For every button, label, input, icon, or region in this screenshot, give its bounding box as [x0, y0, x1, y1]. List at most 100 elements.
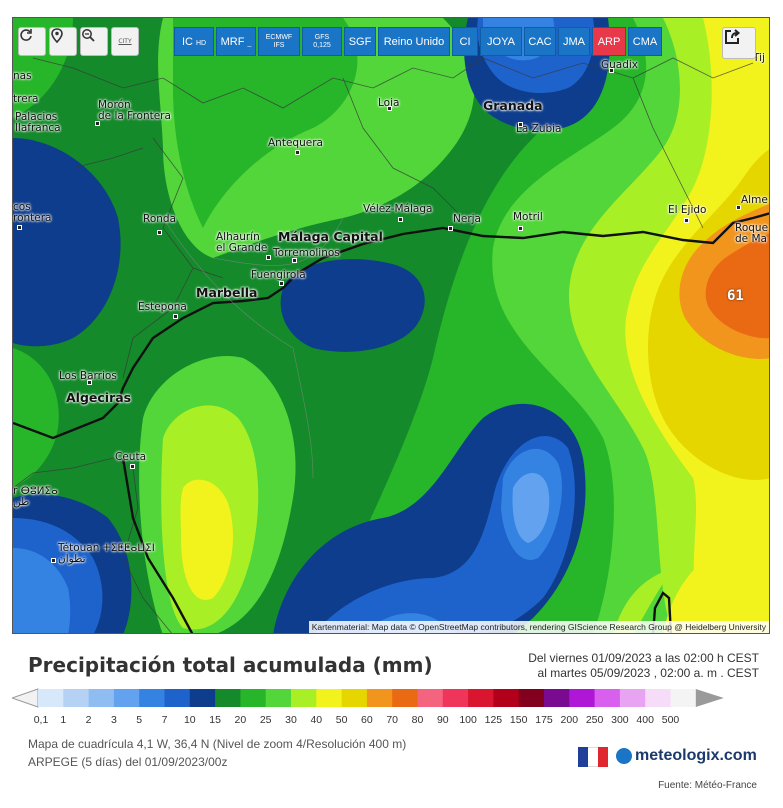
city-label: Nerja	[453, 213, 481, 225]
city-label: Tij	[753, 52, 765, 64]
scale-swatch	[139, 689, 165, 707]
scale-label: 90	[436, 714, 449, 726]
model-button-jma[interactable]: JMA	[558, 27, 590, 56]
scale-label: 7	[161, 714, 168, 726]
refresh-icon	[20, 29, 32, 41]
scale-label: 1	[60, 714, 67, 726]
city-label: Málaga Capital	[278, 229, 383, 244]
city-marker	[157, 230, 162, 235]
scale-swatch	[442, 689, 469, 707]
model-button-joya[interactable]: JOYA	[480, 27, 522, 56]
city-label: Alhaurín el Grande	[216, 231, 268, 254]
scale-label: 3	[110, 714, 117, 726]
scale-swatch	[291, 689, 317, 707]
city-marker	[17, 225, 22, 230]
city-label: cos rontera	[13, 201, 52, 224]
city-label: trera	[13, 93, 39, 105]
city-label: Loja	[378, 97, 400, 109]
scale-swatch	[215, 689, 241, 707]
city-marker	[130, 464, 135, 469]
scale-swatch	[518, 689, 545, 707]
city-marker	[87, 380, 92, 385]
city-marker	[448, 226, 453, 231]
scale-label: 200	[560, 714, 579, 726]
scale-label: 125	[484, 714, 503, 726]
city-label: Vélez-Málaga	[363, 203, 433, 215]
model-button-mrf[interactable]: MRF _	[216, 27, 256, 56]
city-label: Antequera	[268, 137, 323, 149]
scale-label: 15	[209, 714, 221, 726]
meteologix-logo-icon	[616, 748, 632, 764]
city-label: Torremolinos	[273, 247, 340, 259]
model-button-arp[interactable]: ARP	[592, 27, 626, 56]
city-label: r ⴱⵓⵍⵉⴰ طن	[13, 485, 58, 508]
map-toolbar: CITY IC HD MRF _ ECMWF IFS GFS 0,125 SGF Reino Un…	[13, 23, 769, 59]
city-marker	[387, 106, 392, 111]
city-label: Ronda	[143, 213, 177, 225]
city-label: Los Barrios	[59, 370, 117, 382]
city-label: Alme	[741, 194, 768, 206]
scale-swatch	[88, 689, 115, 707]
city-marker	[518, 122, 523, 127]
map-value-label: 61	[727, 288, 744, 304]
model-button-ic[interactable]: IC HD	[174, 27, 214, 56]
city-label: Marbella	[196, 285, 258, 300]
scale-label: 500	[661, 714, 680, 726]
city-toggle-button[interactable]: CITY	[111, 27, 139, 56]
precipitation-map[interactable]: Guadix Loja Granada La Zubia Morón de la Fro…	[12, 17, 770, 634]
scale-swatch	[240, 689, 267, 707]
scale-swatch	[113, 689, 140, 707]
city-marker	[279, 281, 284, 286]
scale-swatch	[38, 689, 64, 707]
city-icon: CITY	[118, 38, 132, 45]
legend-title: Precipitación total acumulada (mm)	[28, 653, 433, 677]
share-button[interactable]	[722, 27, 756, 59]
model-button-ci[interactable]: CI	[452, 27, 478, 56]
model-button-sgf[interactable]: SGF	[344, 27, 376, 56]
scale-swatch	[544, 689, 570, 707]
scale-swatch	[468, 689, 494, 707]
city-label: El Ejido	[668, 204, 707, 216]
scale-swatch	[341, 689, 368, 707]
refresh-button[interactable]	[18, 27, 46, 56]
model-button-ecmwf[interactable]: ECMWF IFS	[258, 27, 300, 56]
zoom-out-button[interactable]	[80, 27, 108, 56]
city-marker	[518, 226, 523, 231]
model-button-reino-unido[interactable]: Reino Unido	[378, 27, 450, 56]
location-pin-icon	[51, 28, 63, 44]
source-label: Fuente: Météo-France	[658, 780, 757, 791]
map-attribution[interactable]: Kartenmaterial: Map data © OpenStreetMap…	[308, 621, 769, 633]
city-label: Fuengirola	[251, 269, 306, 281]
city-label: Motril	[513, 211, 543, 223]
city-label: Ceuta	[115, 451, 146, 463]
scale-label: 400	[636, 714, 654, 726]
model-button-gfs[interactable]: GFS 0,125	[302, 27, 342, 56]
scale-swatch	[670, 689, 697, 707]
model-button-cac[interactable]: CAC	[524, 27, 556, 56]
city-marker	[95, 121, 100, 126]
city-marker	[398, 217, 403, 222]
scale-label: 20	[234, 714, 247, 726]
scale-swatch	[594, 689, 621, 707]
city-label: Algeciras	[66, 390, 132, 405]
city-marker	[173, 314, 178, 319]
date-from: Del viernes 01/09/2023 a las 02:00 h CES…	[528, 651, 759, 665]
scale-label: 80	[411, 714, 424, 726]
city-label: Guadix	[601, 59, 639, 71]
scale-label: 70	[386, 714, 399, 726]
color-scale-bar	[12, 688, 724, 708]
scale-swatch	[493, 689, 520, 707]
brand-logo[interactable]: meteologix.com	[635, 747, 757, 764]
scale-label: 100	[459, 714, 477, 726]
scale-swatch	[417, 689, 444, 707]
city-label: Tétouan ⵜⵉⵟⵟⴰⵡⵉⵏ تطوان	[58, 542, 155, 565]
scale-swatch	[63, 689, 90, 707]
zoom-out-icon	[82, 29, 95, 42]
city-label: Granada	[483, 98, 543, 113]
location-button[interactable]	[49, 27, 77, 56]
city-marker	[51, 558, 56, 563]
scale-label: 60	[361, 714, 373, 726]
model-button-cma[interactable]: CMA	[628, 27, 662, 56]
grid-info: Mapa de cuadrícula 4,1 W, 36,4 N (Nivel …	[28, 737, 407, 751]
scale-max-arrow	[695, 689, 724, 707]
